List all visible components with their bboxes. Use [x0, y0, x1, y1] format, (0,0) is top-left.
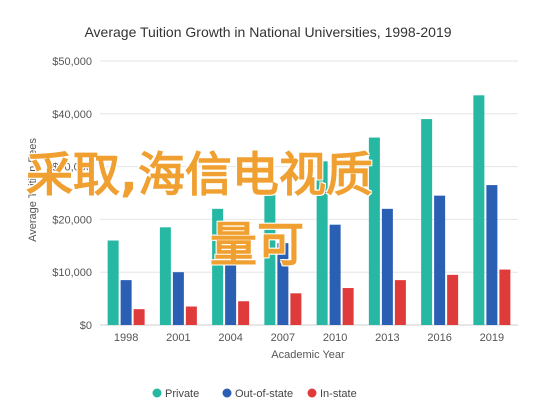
bar-private-2007 — [264, 190, 276, 325]
legend-label: Private — [165, 388, 199, 400]
overlay-text-line1: 采取,海信电视质 — [26, 148, 373, 203]
bar-in-state-2001 — [185, 306, 197, 325]
legend: Private Out-of-state In-state — [152, 388, 357, 400]
y-axis-title: Average Tuition Fees — [27, 138, 39, 242]
bar-private-2004 — [212, 208, 224, 325]
legend-label: In-state — [320, 388, 357, 400]
x-axis-title: Academic Year — [271, 349, 345, 361]
y-tick-label: $20,000 — [52, 214, 92, 226]
y-tick-label: $40,000 — [52, 109, 92, 121]
x-tick-label: 1998 — [114, 332, 138, 344]
x-tick-label: 2010 — [323, 332, 347, 344]
y-tick-label: $10,000 — [52, 267, 92, 279]
bar-out-of-state-2007 — [277, 243, 289, 325]
bar-out-of-state-2013 — [381, 208, 393, 325]
x-tick-label: 2001 — [166, 332, 190, 344]
bar-in-state-2019 — [499, 269, 511, 325]
bars — [107, 95, 511, 325]
bar-in-state-2010 — [342, 288, 354, 325]
legend-label: Out-of-state — [235, 388, 293, 400]
y-tick-label: $30,000 — [52, 162, 92, 174]
y-tick-label: $0 — [80, 320, 92, 332]
bar-in-state-2016 — [447, 274, 459, 325]
bar-private-2019 — [473, 95, 485, 325]
bar-out-of-state-2019 — [486, 185, 498, 325]
bar-out-of-state-1998 — [120, 280, 132, 325]
x-axis-ticks: 1998 2001 2004 2007 2010 2013 2016 2019 — [114, 332, 504, 344]
bar-out-of-state-2010 — [329, 224, 341, 325]
bar-private-2010 — [316, 161, 328, 325]
bar-in-state-2007 — [290, 293, 302, 325]
bar-in-state-1998 — [133, 309, 145, 325]
x-tick-label: 2004 — [218, 332, 242, 344]
bar-private-1998 — [107, 240, 119, 325]
x-tick-label: 2016 — [427, 332, 451, 344]
bar-private-2001 — [159, 227, 171, 325]
bar-private-2016 — [421, 119, 433, 325]
bar-private-2013 — [368, 137, 380, 325]
bar-out-of-state-2001 — [172, 272, 184, 325]
bar-out-of-state-2016 — [434, 195, 446, 325]
bar-in-state-2004 — [238, 301, 250, 325]
y-tick-label: $50,000 — [52, 56, 92, 68]
x-tick-label: 2013 — [375, 332, 399, 344]
overlay-text-line2: 量可 — [210, 218, 304, 273]
legend-marker — [222, 388, 232, 398]
x-tick-label: 2007 — [271, 332, 295, 344]
y-axis-ticks: $0 $10,000 $20,000 $30,000 $40,000 $50,000 — [52, 56, 92, 332]
bar-out-of-state-2004 — [225, 259, 237, 325]
bar-in-state-2013 — [394, 280, 406, 325]
chart-title: Average Tuition Growth in National Unive… — [84, 24, 451, 40]
legend-marker — [307, 388, 317, 398]
legend-marker — [152, 388, 162, 398]
x-tick-label: 2019 — [480, 332, 504, 344]
